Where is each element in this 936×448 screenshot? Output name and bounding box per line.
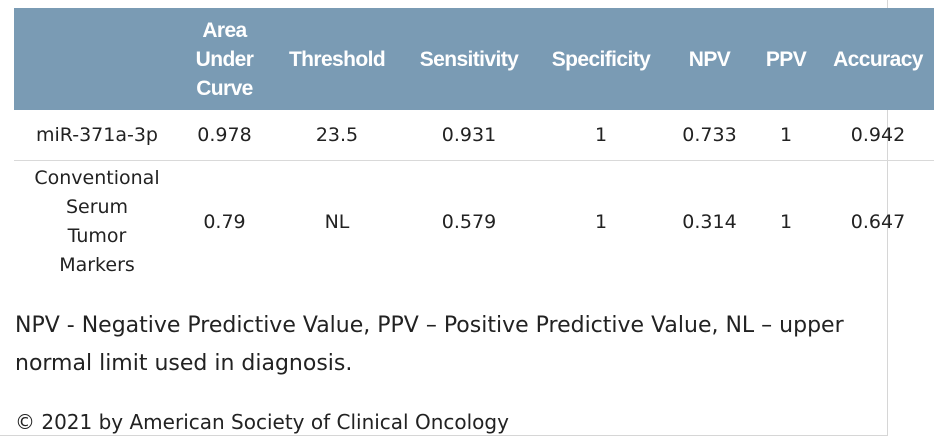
marker-line: Conventional [34, 167, 160, 189]
cell-threshold: NL [324, 210, 350, 233]
cell-threshold: 23.5 [269, 110, 405, 161]
cell-marker: miR-371a-3p [14, 110, 180, 161]
results-table: Area Under Curve Threshold Sensitivity S… [14, 8, 934, 283]
cell-sensitivity: 0.931 [405, 110, 533, 161]
header-threshold: Threshold [269, 8, 405, 110]
header-auc-line: Curve [196, 76, 253, 100]
cell-marker: Conventional Serum Tumor Markers [14, 161, 180, 284]
header-auc-line: Area [202, 18, 247, 42]
header-area-under-curve: Area Under Curve [180, 8, 269, 110]
cell-specificity: 1 [594, 210, 608, 233]
table-card: Area Under Curve Threshold Sensitivity S… [0, 0, 934, 436]
header-marker [14, 8, 180, 110]
header-auc-line: Under [195, 47, 254, 71]
cell-accuracy: 0.942 [822, 110, 934, 161]
header-sensitivity: Sensitivity [405, 8, 533, 110]
cell-accuracy: 0.647 [850, 210, 906, 233]
cell-specificity: 1 [533, 110, 669, 161]
cell-auc: 0.79 [203, 210, 246, 233]
cell-npv: 0.314 [682, 210, 737, 233]
cell-ppv: 1 [779, 210, 793, 233]
table-header-row: Area Under Curve Threshold Sensitivity S… [14, 8, 934, 110]
cell-npv: 0.733 [669, 110, 750, 161]
marker-line: Serum [65, 196, 129, 218]
header-npv: NPV [669, 8, 750, 110]
header-ppv: PPV [750, 8, 822, 110]
marker-line: Markers [59, 254, 135, 276]
copyright-notice: © 2021 by American Society of Clinical O… [15, 410, 509, 434]
cell-sensitivity: 0.579 [441, 210, 497, 233]
header-specificity: Specificity [533, 8, 669, 110]
marker-line: Tumor [67, 225, 127, 247]
cell-auc: 0.978 [180, 110, 269, 161]
cell-ppv: 1 [750, 110, 822, 161]
header-accuracy: Accuracy [822, 8, 934, 110]
table-row: miR-371a-3p 0.978 23.5 0.931 1 0.733 1 0… [14, 110, 934, 161]
table-row: Conventional Serum Tumor Markers 0.79 NL… [14, 161, 934, 284]
table-footnote: NPV - Negative Predictive Value, PPV – P… [15, 313, 844, 376]
